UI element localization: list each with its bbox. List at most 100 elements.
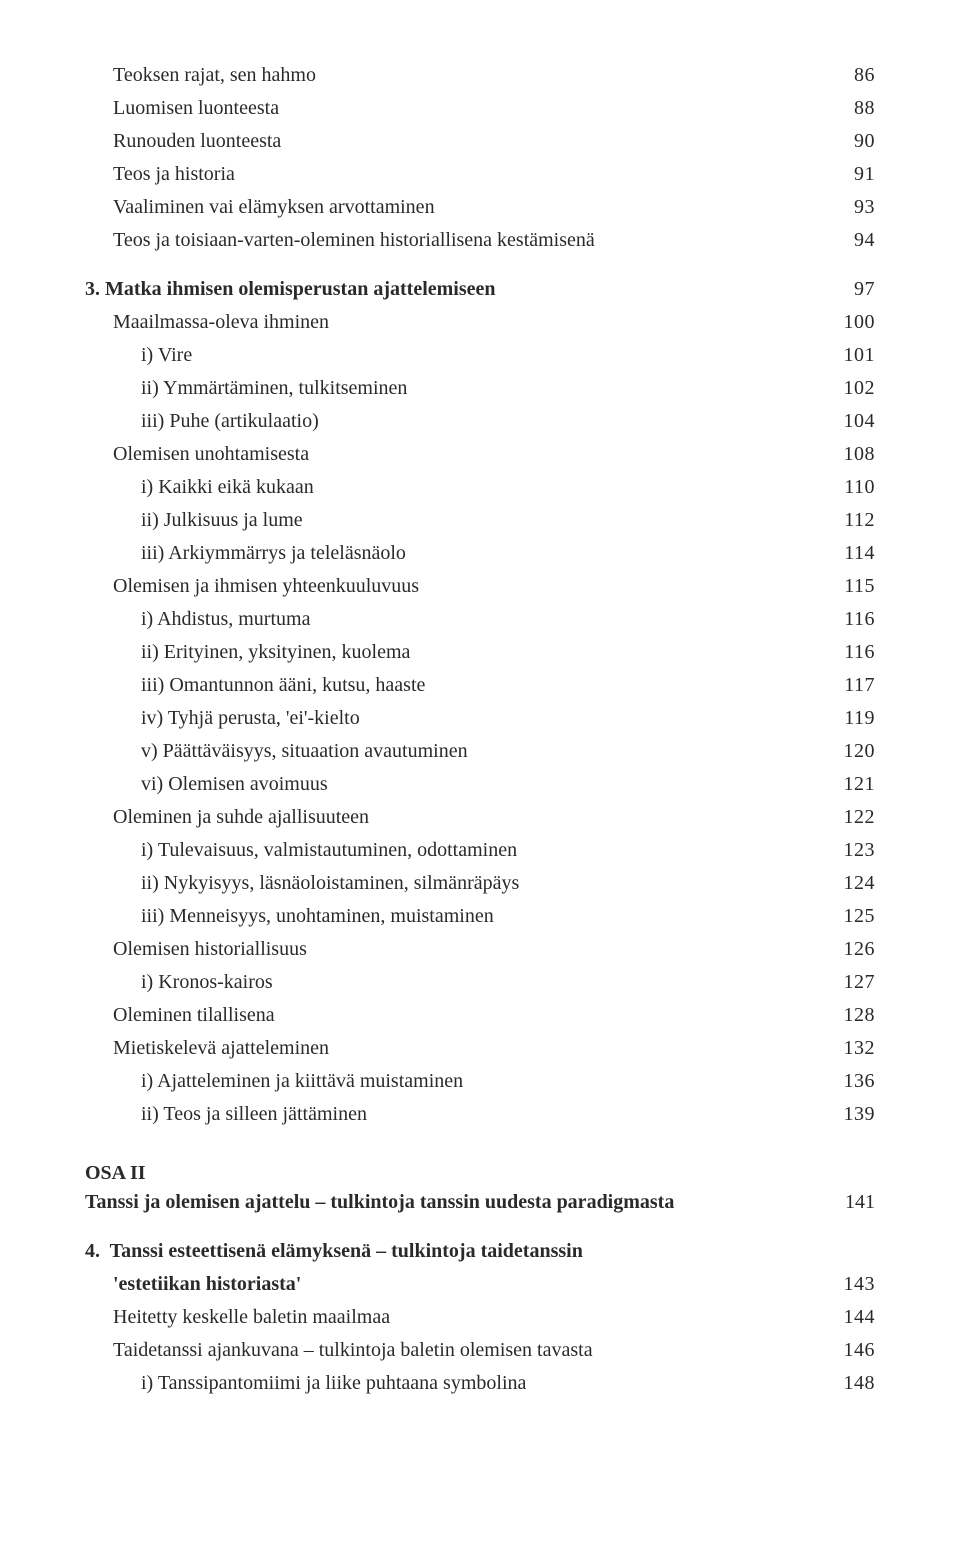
toc-label: ii) Nykyisyys, läsnäoloistaminen, silmän…: [141, 868, 844, 899]
chapter4-items: Heitetty keskelle baletin maailmaa144Tai…: [85, 1302, 875, 1399]
chapter4-title-row1: 4. Tanssi esteettisenä elämyksenä – tulk…: [85, 1236, 875, 1267]
toc-row: ii) Erityinen, yksityinen, kuolema116: [85, 637, 875, 668]
toc-page: 125: [844, 901, 876, 932]
toc-page: 114: [844, 538, 875, 569]
table-of-contents: Teoksen rajat, sen hahmo86Luomisen luont…: [85, 60, 875, 1130]
toc-label: 3. Matka ihmisen olemisperustan ajattele…: [85, 274, 854, 305]
toc-row: Luomisen luonteesta88: [85, 93, 875, 124]
toc-label: Oleminen ja suhde ajallisuuteen: [113, 802, 844, 833]
toc-label: iii) Puhe (artikulaatio): [141, 406, 844, 437]
chapter4-title-line2: 'estetiikan historiasta': [113, 1269, 844, 1300]
toc-row: iii) Omantunnon ääni, kutsu, haaste117: [85, 670, 875, 701]
toc-label: i) Tulevaisuus, valmistautuminen, odotta…: [141, 835, 844, 866]
toc-label: Mietiskelevä ajatteleminen: [113, 1033, 844, 1064]
toc-page: 146: [844, 1335, 876, 1366]
toc-label: i) Ahdistus, murtuma: [141, 604, 844, 635]
toc-row: Teos ja toisiaan-varten-oleminen histori…: [85, 225, 875, 256]
toc-page: 104: [844, 406, 876, 437]
toc-row: vi) Olemisen avoimuus121: [85, 769, 875, 800]
toc-row: i) Kronos-kairos127: [85, 967, 875, 998]
toc-page: 91: [854, 159, 875, 190]
toc-page: 110: [844, 472, 875, 503]
toc-page: 136: [844, 1066, 876, 1097]
toc-row: Teos ja historia91: [85, 159, 875, 190]
toc-page: 117: [844, 670, 875, 701]
chapter4-num: 4.: [85, 1240, 100, 1262]
toc-label: Heitetty keskelle baletin maailmaa: [113, 1302, 844, 1333]
toc-page: 97: [854, 274, 875, 305]
toc-row: i) Ajatteleminen ja kiittävä muistaminen…: [85, 1066, 875, 1097]
chapter4-title-line1: Tanssi esteettisenä elämyksenä – tulkint…: [110, 1240, 583, 1262]
toc-label: Taidetanssi ajankuvana – tulkintoja bale…: [113, 1335, 844, 1366]
toc-page: 148: [844, 1368, 876, 1399]
toc-row: i) Ahdistus, murtuma116: [85, 604, 875, 635]
toc-label: i) Tanssipantomiimi ja liike puhtaana sy…: [141, 1368, 844, 1399]
toc-row: Taidetanssi ajankuvana – tulkintoja bale…: [85, 1335, 875, 1366]
toc-label: i) Kronos-kairos: [141, 967, 844, 998]
toc-page: 121: [844, 769, 876, 800]
toc-row: Olemisen ja ihmisen yhteenkuuluvuus115: [85, 571, 875, 602]
toc-row: Olemisen historiallisuus126: [85, 934, 875, 965]
toc-label: vi) Olemisen avoimuus: [141, 769, 844, 800]
toc-label: ii) Erityinen, yksityinen, kuolema: [141, 637, 844, 668]
osa2-heading: OSA II: [85, 1162, 875, 1185]
toc-row: ii) Teos ja silleen jättäminen139: [85, 1099, 875, 1130]
toc-page: 144: [844, 1302, 876, 1333]
toc-page: 101: [844, 340, 876, 371]
toc-label: i) Vire: [141, 340, 844, 371]
toc-row: i) Tanssipantomiimi ja liike puhtaana sy…: [85, 1368, 875, 1399]
toc-row: 3. Matka ihmisen olemisperustan ajattele…: [85, 274, 875, 305]
toc-row: Oleminen ja suhde ajallisuuteen122: [85, 802, 875, 833]
toc-label: i) Kaikki eikä kukaan: [141, 472, 844, 503]
toc-row: i) Tulevaisuus, valmistautuminen, odotta…: [85, 835, 875, 866]
toc-label: Luomisen luonteesta: [113, 93, 854, 124]
toc-row: Heitetty keskelle baletin maailmaa144: [85, 1302, 875, 1333]
toc-label: Teos ja historia: [113, 159, 854, 190]
toc-label: Vaaliminen vai elämyksen arvottaminen: [113, 192, 854, 223]
toc-row: iii) Arkiymmärrys ja teleläsnäolo114: [85, 538, 875, 569]
toc-row: Vaaliminen vai elämyksen arvottaminen93: [85, 192, 875, 223]
toc-row: v) Päättäväisyys, situaation avautuminen…: [85, 736, 875, 767]
toc-page: 119: [844, 703, 875, 734]
toc-label: iii) Arkiymmärrys ja teleläsnäolo: [141, 538, 844, 569]
toc-page: 126: [844, 934, 876, 965]
toc-row: Maailmassa-oleva ihminen100: [85, 307, 875, 338]
toc-page: 120: [844, 736, 876, 767]
toc-page: 100: [844, 307, 876, 338]
toc-row: i) Vire101: [85, 340, 875, 371]
toc-page: 128: [844, 1000, 876, 1031]
toc-page: 88: [854, 93, 875, 124]
toc-label: iv) Tyhjä perusta, 'ei'-kielto: [141, 703, 844, 734]
toc-page: 122: [844, 802, 876, 833]
toc-label: i) Ajatteleminen ja kiittävä muistaminen: [141, 1066, 844, 1097]
toc-label: v) Päättäväisyys, situaation avautuminen: [141, 736, 844, 767]
toc-row: Oleminen tilallisena128: [85, 1000, 875, 1031]
toc-page: 86: [854, 60, 875, 91]
toc-page: 102: [844, 373, 876, 404]
toc-page: 115: [844, 571, 875, 602]
toc-row: i) Kaikki eikä kukaan110: [85, 472, 875, 503]
chapter4-page: 143: [844, 1269, 876, 1300]
osa2-page: 141: [845, 1187, 875, 1218]
toc-row: Teoksen rajat, sen hahmo86: [85, 60, 875, 91]
toc-row: ii) Julkisuus ja lume112: [85, 505, 875, 536]
toc-label: Teoksen rajat, sen hahmo: [113, 60, 854, 91]
toc-label: Olemisen ja ihmisen yhteenkuuluvuus: [113, 571, 844, 602]
toc-page: 123: [844, 835, 876, 866]
toc-label: iii) Omantunnon ääni, kutsu, haaste: [141, 670, 844, 701]
toc-row: iii) Puhe (artikulaatio)104: [85, 406, 875, 437]
chapter4-title-row2: 'estetiikan historiasta' 143: [85, 1269, 875, 1300]
toc-label: Runouden luonteesta: [113, 126, 854, 157]
toc-label: ii) Julkisuus ja lume: [141, 505, 844, 536]
toc-row: Mietiskelevä ajatteleminen132: [85, 1033, 875, 1064]
osa2-title: Tanssi ja olemisen ajattelu – tulkintoja…: [85, 1187, 674, 1218]
toc-page: 90: [854, 126, 875, 157]
toc-row: ii) Ymmärtäminen, tulkitseminen102: [85, 373, 875, 404]
toc-page: 116: [844, 637, 875, 668]
toc-page: 116: [844, 604, 875, 635]
toc-page: 108: [844, 439, 876, 470]
toc-page: 127: [844, 967, 876, 998]
toc-page: 124: [844, 868, 876, 899]
toc-label: Maailmassa-oleva ihminen: [113, 307, 844, 338]
toc-row: iii) Menneisyys, unohtaminen, muistamine…: [85, 901, 875, 932]
